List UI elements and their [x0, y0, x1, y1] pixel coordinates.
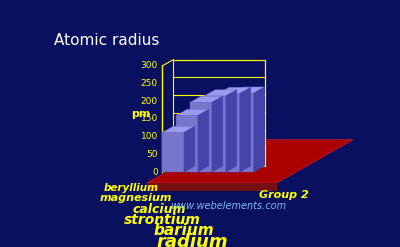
Polygon shape: [190, 102, 212, 172]
Polygon shape: [147, 140, 353, 183]
Text: beryllium: beryllium: [104, 183, 158, 193]
Polygon shape: [190, 96, 223, 102]
Polygon shape: [226, 90, 237, 172]
Polygon shape: [212, 96, 223, 172]
Text: barium: barium: [154, 223, 214, 238]
Polygon shape: [176, 109, 209, 115]
Text: 250: 250: [141, 79, 158, 88]
Text: 0: 0: [152, 168, 158, 177]
Polygon shape: [240, 87, 251, 172]
Text: calcium: calcium: [133, 203, 186, 216]
Polygon shape: [204, 90, 237, 96]
Polygon shape: [218, 93, 240, 172]
Text: 300: 300: [140, 61, 158, 70]
Text: 150: 150: [140, 114, 158, 124]
Text: Group 2: Group 2: [259, 190, 309, 200]
Polygon shape: [204, 96, 226, 172]
Polygon shape: [162, 132, 184, 172]
Text: 200: 200: [141, 97, 158, 106]
Text: magnesium: magnesium: [100, 193, 172, 203]
Polygon shape: [232, 93, 254, 172]
Polygon shape: [254, 87, 265, 172]
Text: radium: radium: [157, 233, 228, 247]
Polygon shape: [218, 87, 251, 93]
Polygon shape: [232, 87, 265, 93]
Text: pm: pm: [131, 109, 150, 119]
Polygon shape: [184, 126, 195, 172]
Text: 50: 50: [146, 150, 158, 159]
Text: Atomic radius: Atomic radius: [54, 34, 159, 48]
Polygon shape: [198, 109, 209, 172]
Text: strontium: strontium: [124, 213, 200, 227]
Text: www.webelements.com: www.webelements.com: [170, 201, 286, 211]
Text: 100: 100: [140, 132, 158, 141]
Polygon shape: [176, 115, 198, 172]
Polygon shape: [147, 183, 277, 191]
Polygon shape: [162, 126, 195, 132]
